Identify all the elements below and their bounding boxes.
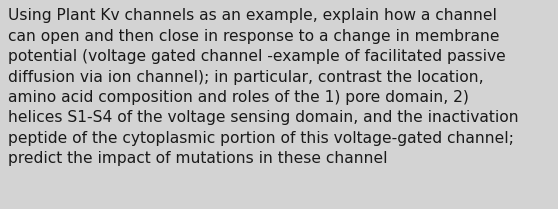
Text: Using Plant Kv channels as an example, explain how a channel
can open and then c: Using Plant Kv channels as an example, e… bbox=[8, 8, 519, 166]
